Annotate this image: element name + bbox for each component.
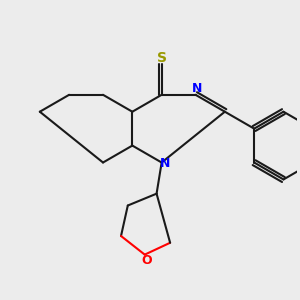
Text: O: O xyxy=(141,254,152,267)
Text: S: S xyxy=(157,51,167,65)
Text: N: N xyxy=(160,158,170,170)
Text: N: N xyxy=(191,82,202,95)
